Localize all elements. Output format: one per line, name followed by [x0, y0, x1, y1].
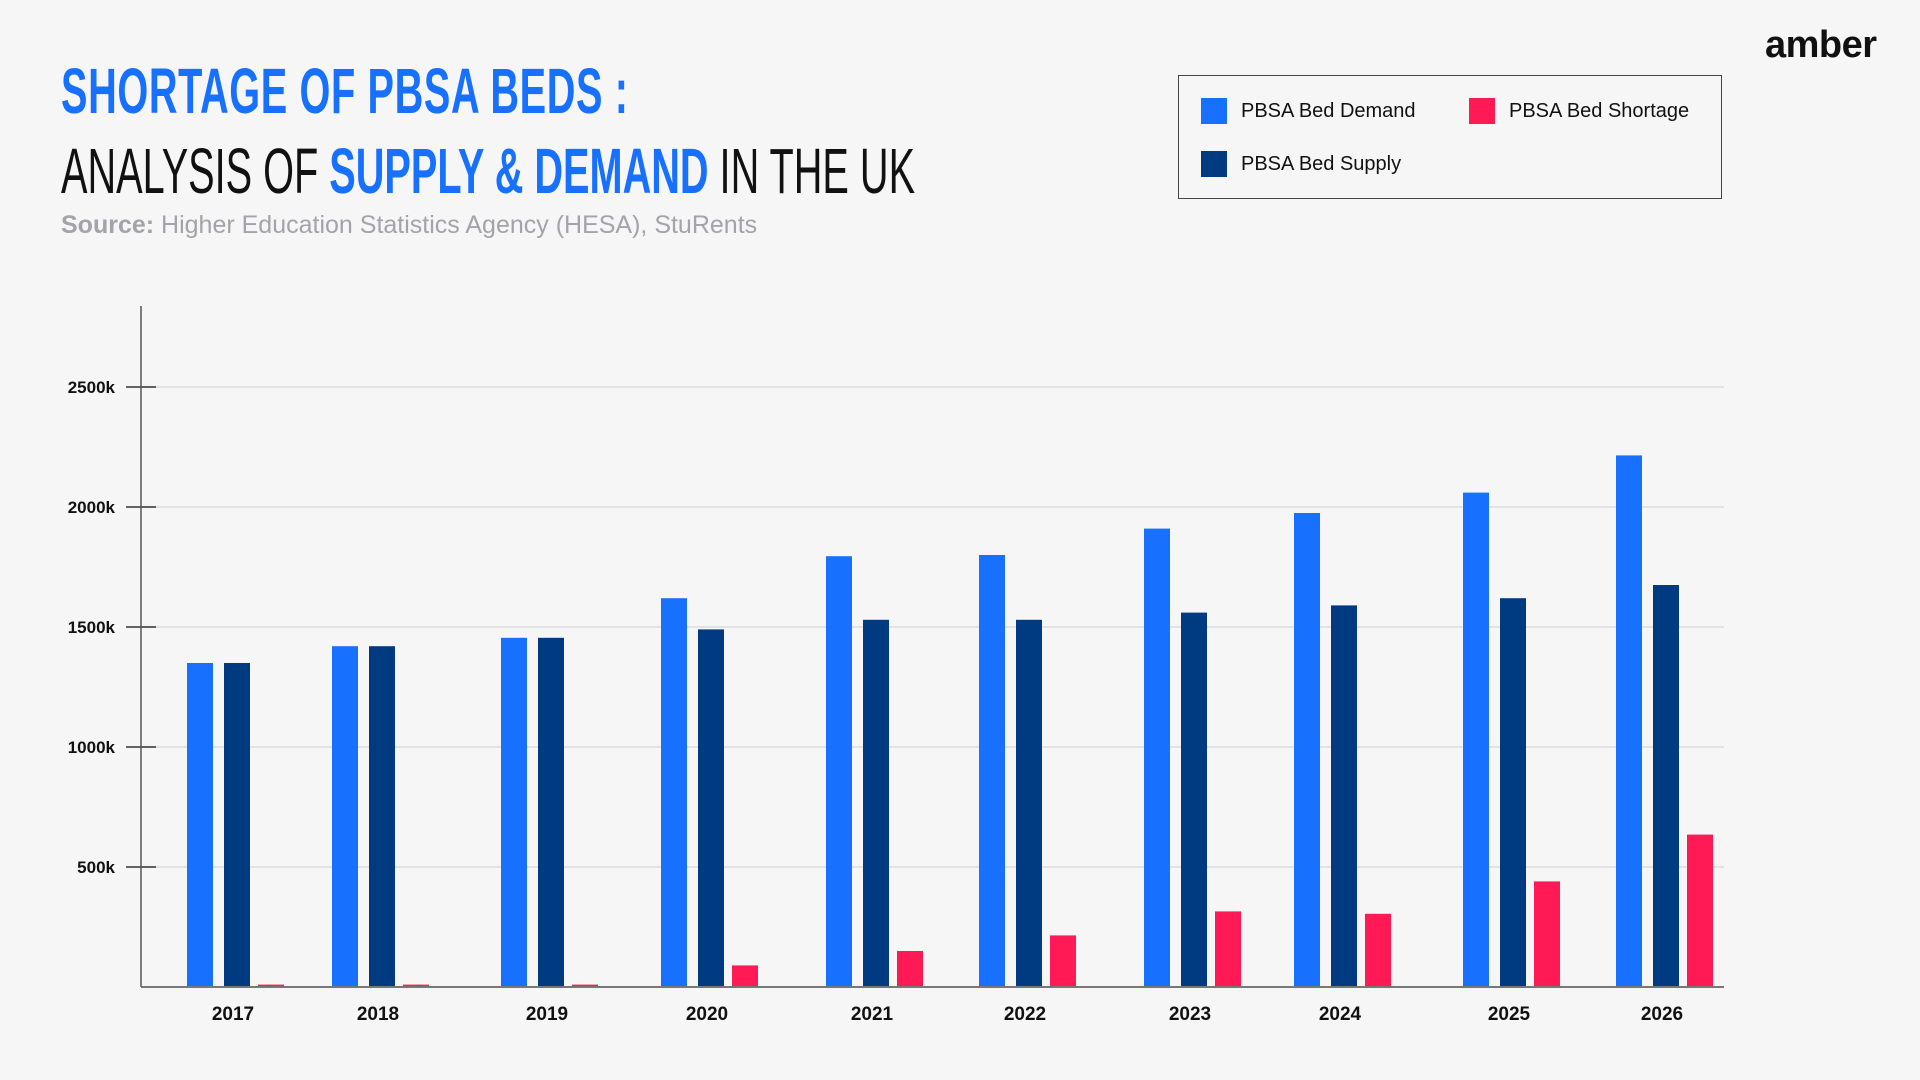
bar-demand: [1616, 455, 1642, 987]
y-tick-label: 1500k: [68, 618, 116, 637]
legend-label-demand: PBSA Bed Demand: [1241, 99, 1416, 122]
bar-supply: [538, 637, 564, 987]
y-tick-label: 500k: [77, 858, 115, 877]
bar-supply: [1181, 612, 1207, 987]
bar-shortage: [1050, 935, 1076, 987]
x-tick-label: 2019: [526, 1004, 568, 1025]
bar-demand: [187, 663, 213, 987]
source-text: Higher Education Statistics Agency (HESA…: [154, 211, 758, 239]
source-note: Source: Higher Education Statistics Agen…: [61, 211, 757, 240]
bar-shortage: [732, 965, 758, 987]
legend-label-supply: PBSA Bed Supply: [1241, 152, 1402, 175]
bar-demand: [1294, 513, 1320, 987]
bar-supply: [1331, 605, 1357, 987]
bar-shortage: [258, 984, 284, 987]
x-tick-label: 2024: [1319, 1004, 1362, 1025]
bar-shortage: [1534, 881, 1560, 987]
subtitle-part-b: IN THE UK: [708, 135, 916, 207]
x-tick-label: 2026: [1641, 1004, 1683, 1025]
legend-label-shortage: PBSA Bed Shortage: [1509, 99, 1690, 122]
bar-demand: [826, 556, 852, 987]
bar-supply: [1653, 585, 1679, 987]
bar-supply: [1016, 619, 1042, 987]
legend-swatch-shortage: [1469, 98, 1495, 124]
subtitle-highlight: SUPPLY & DEMAND: [329, 135, 709, 207]
bar-shortage: [403, 984, 429, 987]
bar-supply: [369, 646, 395, 987]
bar-shortage: [1215, 911, 1241, 987]
y-tick-label: 2500k: [68, 378, 116, 397]
bar-supply: [1500, 598, 1526, 987]
brand-logo: amber: [1765, 24, 1877, 66]
bar-shortage: [1687, 834, 1713, 987]
bar-supply: [863, 619, 889, 987]
legend-swatch-demand: [1201, 98, 1227, 124]
x-tick-label: 2021: [851, 1004, 894, 1025]
x-tick-label: 2022: [1004, 1004, 1046, 1025]
bar-shortage: [897, 951, 923, 987]
source-label: Source:: [61, 211, 155, 239]
legend-item-shortage: PBSA Bed Shortage: [1469, 98, 1689, 124]
bar-supply: [224, 663, 250, 987]
bar-demand: [1144, 528, 1170, 987]
bar-demand: [501, 637, 527, 987]
bar-demand: [979, 555, 1005, 987]
x-tick-label: 2025: [1488, 1004, 1531, 1025]
chart-title: SHORTAGE OF PBSA BEDS :: [61, 55, 629, 127]
bar-demand: [661, 598, 687, 987]
x-tick-label: 2018: [357, 1004, 399, 1025]
bar-supply: [698, 629, 724, 987]
subtitle-part-a: ANALYSIS OF: [61, 135, 330, 207]
legend-swatch-supply: [1201, 151, 1227, 177]
legend-item-demand: PBSA Bed Demand: [1201, 98, 1416, 124]
x-tick-label: 2017: [212, 1004, 254, 1025]
y-tick-label: 1000k: [68, 738, 116, 757]
x-tick-label: 2020: [686, 1004, 728, 1025]
y-tick-label: 2000k: [68, 498, 116, 517]
chart-subtitle: ANALYSIS OF SUPPLY & DEMAND IN THE UK: [61, 134, 915, 208]
legend-item-supply: PBSA Bed Supply: [1201, 151, 1401, 177]
x-tick-label: 2023: [1169, 1004, 1211, 1025]
bar-demand: [1463, 492, 1489, 987]
bar-shortage: [572, 984, 598, 987]
bar-shortage: [1365, 913, 1391, 987]
bar-demand: [332, 646, 358, 987]
legend: PBSA Bed Demand PBSA Bed Shortage PBSA B…: [1178, 75, 1722, 199]
